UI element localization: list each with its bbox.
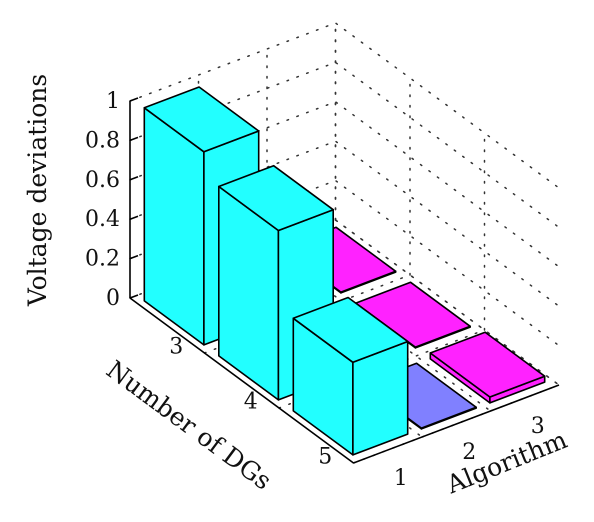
bar-dgs-5-algorithm-1 [292, 296, 409, 456]
x-tick-label: 4 [244, 390, 258, 415]
z-tick-mark [129, 136, 139, 142]
z-tick-label: 0.6 [85, 168, 120, 193]
y-tick-label: 3 [531, 414, 545, 439]
z-tick-label: 0 [106, 286, 120, 311]
bars [143, 86, 546, 456]
z-tick-mark [129, 294, 139, 299]
grid-line-floor [334, 219, 560, 386]
grid-line-floor [266, 245, 492, 412]
bar-top-face [429, 331, 546, 398]
y-axis-line [353, 384, 560, 464]
x-tick-label: 5 [318, 445, 332, 470]
bar-top-face [143, 86, 260, 153]
z-tick-mark [129, 254, 139, 260]
x-axis-line [129, 297, 354, 464]
axes [129, 97, 560, 464]
y-tick-label: 2 [462, 440, 476, 465]
bar-top-face [292, 296, 409, 364]
y-axis-title: Algorithm [442, 425, 572, 500]
z-tick-mark [129, 97, 139, 102]
z-tick-mark [129, 215, 139, 220]
bar-top-face [218, 164, 335, 232]
z-tick-label: 1 [106, 89, 120, 114]
y-tick-label: 1 [394, 466, 408, 491]
bar-dgs-5-algorithm-3 [429, 331, 546, 404]
z-tick-label: 0.8 [85, 128, 120, 153]
z-tick-label: 0.4 [85, 207, 120, 232]
grid-line-z [129, 22, 560, 189]
z-tick-label: 0.2 [85, 247, 120, 272]
z-axis-title: Voltage deviations [23, 74, 52, 307]
x-tick-label: 3 [169, 335, 183, 360]
z-tick-mark [129, 176, 139, 181]
